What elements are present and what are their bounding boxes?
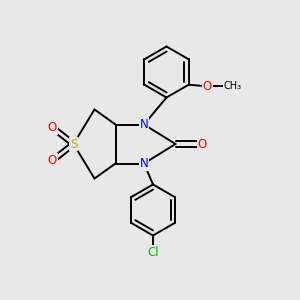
- Text: O: O: [48, 121, 57, 134]
- Text: N: N: [140, 157, 148, 170]
- Text: N: N: [140, 118, 148, 131]
- Text: Cl: Cl: [147, 245, 159, 259]
- Text: CH₃: CH₃: [224, 81, 242, 91]
- Text: S: S: [70, 137, 77, 151]
- Text: O: O: [48, 154, 57, 167]
- Text: O: O: [202, 80, 212, 93]
- Text: O: O: [198, 137, 207, 151]
